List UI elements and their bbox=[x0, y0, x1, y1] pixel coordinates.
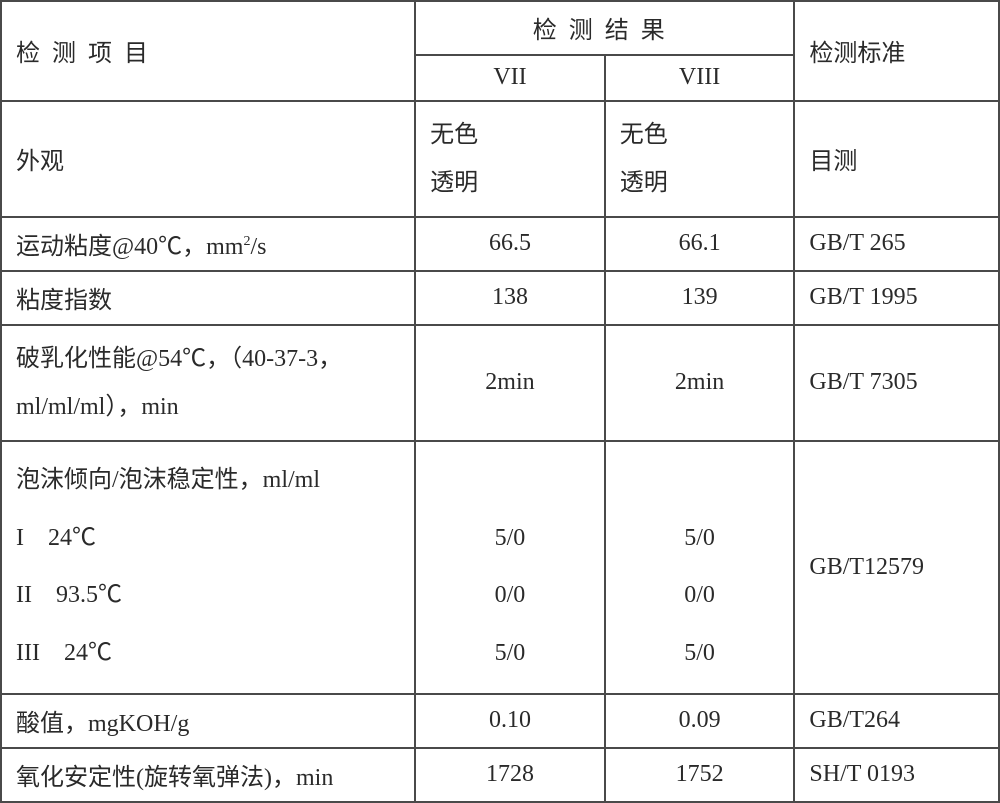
cell-standard: SH/T 0193 bbox=[794, 748, 999, 802]
cell-value-line: 5/0 bbox=[620, 510, 780, 568]
cell-standard: GB/T12579 bbox=[794, 441, 999, 694]
cell-item-prefix: 运动粘度@40℃，mm bbox=[16, 234, 243, 260]
cell-value-line bbox=[430, 452, 590, 510]
table-row: 酸值，mgKOH/g 0.10 0.09 GB/T264 bbox=[1, 694, 999, 748]
table-row: 粘度指数 138 139 GB/T 1995 bbox=[1, 271, 999, 325]
cell-viii: 1752 bbox=[605, 748, 795, 802]
cell-vii: 0.10 bbox=[415, 694, 605, 748]
table-header-row-1: 检测项目 检测结果 检测标准 bbox=[1, 1, 999, 55]
cell-value-line bbox=[620, 452, 780, 510]
cell-value-line: 无色 bbox=[430, 111, 590, 159]
cell-vii: 138 bbox=[415, 271, 605, 325]
cell-standard: GB/T 7305 bbox=[794, 325, 999, 441]
cell-value-line: 5/0 bbox=[430, 625, 590, 683]
cell-item: 粘度指数 bbox=[1, 271, 415, 325]
cell-value-line: 0/0 bbox=[430, 567, 590, 625]
header-item: 检测项目 bbox=[1, 1, 415, 101]
header-viii: VIII bbox=[605, 55, 795, 101]
cell-standard: GB/T 265 bbox=[794, 217, 999, 271]
cell-vii: 66.5 bbox=[415, 217, 605, 271]
header-standard-label: 检测标准 bbox=[809, 41, 905, 67]
table-row: 泡沫倾向/泡沫稳定性，ml/ml I 24℃ II 93.5℃ III 24℃ … bbox=[1, 441, 999, 694]
header-results: 检测结果 bbox=[415, 1, 794, 55]
cell-item: 破乳化性能@54℃，（40-37-3， ml/ml/ml），min bbox=[1, 325, 415, 441]
cell-item-line: III 24℃ bbox=[16, 625, 400, 683]
cell-item-line: II 93.5℃ bbox=[16, 567, 400, 625]
cell-item-suffix: /s bbox=[250, 234, 266, 260]
header-standard: 检测标准 bbox=[794, 1, 999, 101]
results-table: 检测项目 检测结果 检测标准 VII VIII 外观 无色 透明 无色 透明 目… bbox=[0, 0, 1000, 803]
header-results-label: 检测结果 bbox=[533, 18, 677, 44]
cell-item: 泡沫倾向/泡沫稳定性，ml/ml I 24℃ II 93.5℃ III 24℃ bbox=[1, 441, 415, 694]
cell-viii: 无色 透明 bbox=[605, 101, 795, 217]
header-vii: VII bbox=[415, 55, 605, 101]
table-row: 氧化安定性(旋转氧弹法)，min 1728 1752 SH/T 0193 bbox=[1, 748, 999, 802]
cell-item-line: 泡沫倾向/泡沫稳定性，ml/ml bbox=[16, 452, 400, 510]
cell-value-line: 5/0 bbox=[620, 625, 780, 683]
cell-standard: 目测 bbox=[794, 101, 999, 217]
cell-vii: 无色 透明 bbox=[415, 101, 605, 217]
table-row: 外观 无色 透明 无色 透明 目测 bbox=[1, 101, 999, 217]
cell-viii: 5/0 0/0 5/0 bbox=[605, 441, 795, 694]
cell-viii: 139 bbox=[605, 271, 795, 325]
cell-value-line: 透明 bbox=[430, 159, 590, 207]
cell-vii: 5/0 0/0 5/0 bbox=[415, 441, 605, 694]
cell-vii: 1728 bbox=[415, 748, 605, 802]
cell-item: 酸值，mgKOH/g bbox=[1, 694, 415, 748]
cell-value-line: 无色 bbox=[620, 111, 780, 159]
cell-value-line: 0/0 bbox=[620, 567, 780, 625]
cell-item: 氧化安定性(旋转氧弹法)，min bbox=[1, 748, 415, 802]
cell-item-line: ml/ml/ml），min bbox=[16, 383, 400, 431]
cell-viii: 2min bbox=[605, 325, 795, 441]
cell-viii: 0.09 bbox=[605, 694, 795, 748]
cell-item-line: I 24℃ bbox=[16, 510, 400, 568]
table-row: 破乳化性能@54℃，（40-37-3， ml/ml/ml），min 2min 2… bbox=[1, 325, 999, 441]
cell-standard: GB/T264 bbox=[794, 694, 999, 748]
cell-vii: 2min bbox=[415, 325, 605, 441]
cell-item: 运动粘度@40℃，mm2/s bbox=[1, 217, 415, 271]
cell-standard: GB/T 1995 bbox=[794, 271, 999, 325]
cell-viii: 66.1 bbox=[605, 217, 795, 271]
cell-value-line: 5/0 bbox=[430, 510, 590, 568]
table-row: 运动粘度@40℃，mm2/s 66.5 66.1 GB/T 265 bbox=[1, 217, 999, 271]
header-item-label: 检测项目 bbox=[16, 41, 160, 67]
results-table-container: 检测项目 检测结果 检测标准 VII VIII 外观 无色 透明 无色 透明 目… bbox=[0, 0, 1000, 803]
cell-item: 外观 bbox=[1, 101, 415, 217]
cell-item-line: 破乳化性能@54℃，（40-37-3， bbox=[16, 335, 400, 383]
cell-value-line: 透明 bbox=[620, 159, 780, 207]
